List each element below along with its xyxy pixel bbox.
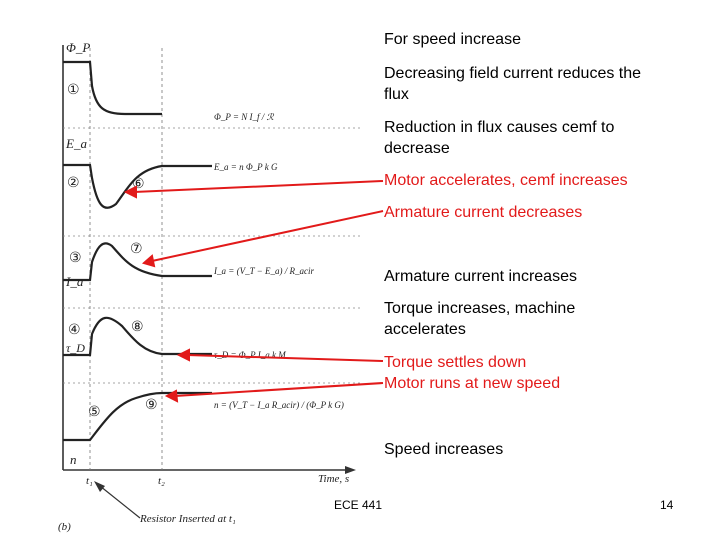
torque-equation: τ_D = Φ_P I_a k M [214, 350, 286, 360]
time-axis-label: Time, s [318, 473, 349, 485]
torque-axis-label: τ_D [66, 341, 85, 355]
step-7-marker: ⑦ [130, 241, 143, 257]
arrow-torque-settles [186, 354, 384, 362]
arrow-current-decreases [151, 210, 384, 262]
t2-label: t₂ [158, 475, 165, 487]
annotation-armature-decreases: Armature current decreases [384, 204, 583, 221]
cemf-curve [63, 163, 212, 209]
arrowhead-cemf-increases [123, 185, 137, 199]
step-5-marker: ⑤ [88, 404, 101, 420]
resistor-arrowhead [94, 481, 105, 492]
footer-course: ECE 441 [334, 498, 383, 512]
armature-current-equation: I_a = (V_T − E_a) / R_acir [213, 266, 314, 276]
arrow-cemf-increases [133, 180, 384, 193]
armature-current-curve [63, 242, 212, 282]
annotation-motor-accelerates: Motor accelerates, cemf increases [384, 172, 628, 189]
time-axis-arrowhead [345, 466, 356, 474]
arrowhead-new-speed [164, 389, 179, 403]
armature-current-axis-label: I_a [65, 274, 84, 289]
resistor-arrow-line [99, 485, 141, 519]
step-2-marker: ② [67, 175, 80, 191]
red-arrows [123, 180, 384, 403]
step-1-marker: ① [67, 82, 80, 98]
arrowhead-torque-settles [176, 348, 190, 362]
step-4-marker: ④ [68, 322, 81, 338]
arrowhead-current-decreases [141, 254, 156, 268]
cemf-equation: E_a = n Φ_P k G [213, 162, 278, 172]
annotation-torque-settles: Torque settles down Motor runs at new sp… [384, 354, 561, 392]
torque-curve [63, 316, 212, 357]
flux-axis-label: Φ_P [66, 40, 90, 55]
annotation-armature-increases: Armature current increases [384, 268, 577, 285]
step-9-marker: ⑨ [145, 397, 158, 413]
annotation-flux-reduction: Reduction in flux causes cemf to decreas… [384, 119, 615, 157]
annotation-field-current: Decreasing field current reduces the flu… [384, 65, 642, 103]
flux-equation: Φ_P = N I_f / ℛ [214, 112, 275, 122]
speed-equation: n = (V_T − I_a R_acir) / (Φ_P k G) [214, 400, 344, 410]
cemf-axis-label: E_a [65, 136, 87, 151]
step-8-marker: ⑧ [131, 319, 144, 335]
footer-page-number: 14 [660, 498, 674, 512]
step-3-marker: ③ [69, 250, 82, 266]
annotation-torque-increases: Torque increases, machine accelerates [384, 300, 576, 338]
annotation-speed-increase: For speed increase [384, 31, 521, 48]
speed-axis-label: n [70, 452, 77, 467]
speed-curve [63, 391, 212, 442]
annotation-speed-increases: Speed increases [384, 441, 504, 458]
arrow-new-speed [174, 382, 384, 397]
flux-curve [63, 60, 162, 116]
resistor-caption: Resistor Inserted at t₁ [139, 513, 236, 525]
panel-label: (b) [58, 521, 71, 533]
t1-label: t₁ [86, 475, 93, 487]
